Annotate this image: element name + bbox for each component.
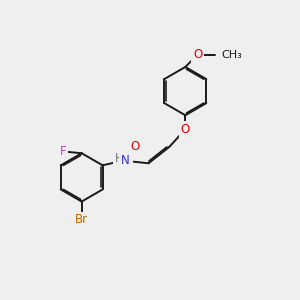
Text: Br: Br xyxy=(75,213,88,226)
Text: N: N xyxy=(115,153,123,166)
Text: N: N xyxy=(121,154,129,166)
Text: H: H xyxy=(115,152,124,165)
Text: O: O xyxy=(181,123,190,136)
Text: O: O xyxy=(193,48,202,61)
Text: CH₃: CH₃ xyxy=(221,50,242,60)
Text: F: F xyxy=(60,145,67,158)
Text: H: H xyxy=(123,154,132,164)
Text: O: O xyxy=(130,140,140,153)
